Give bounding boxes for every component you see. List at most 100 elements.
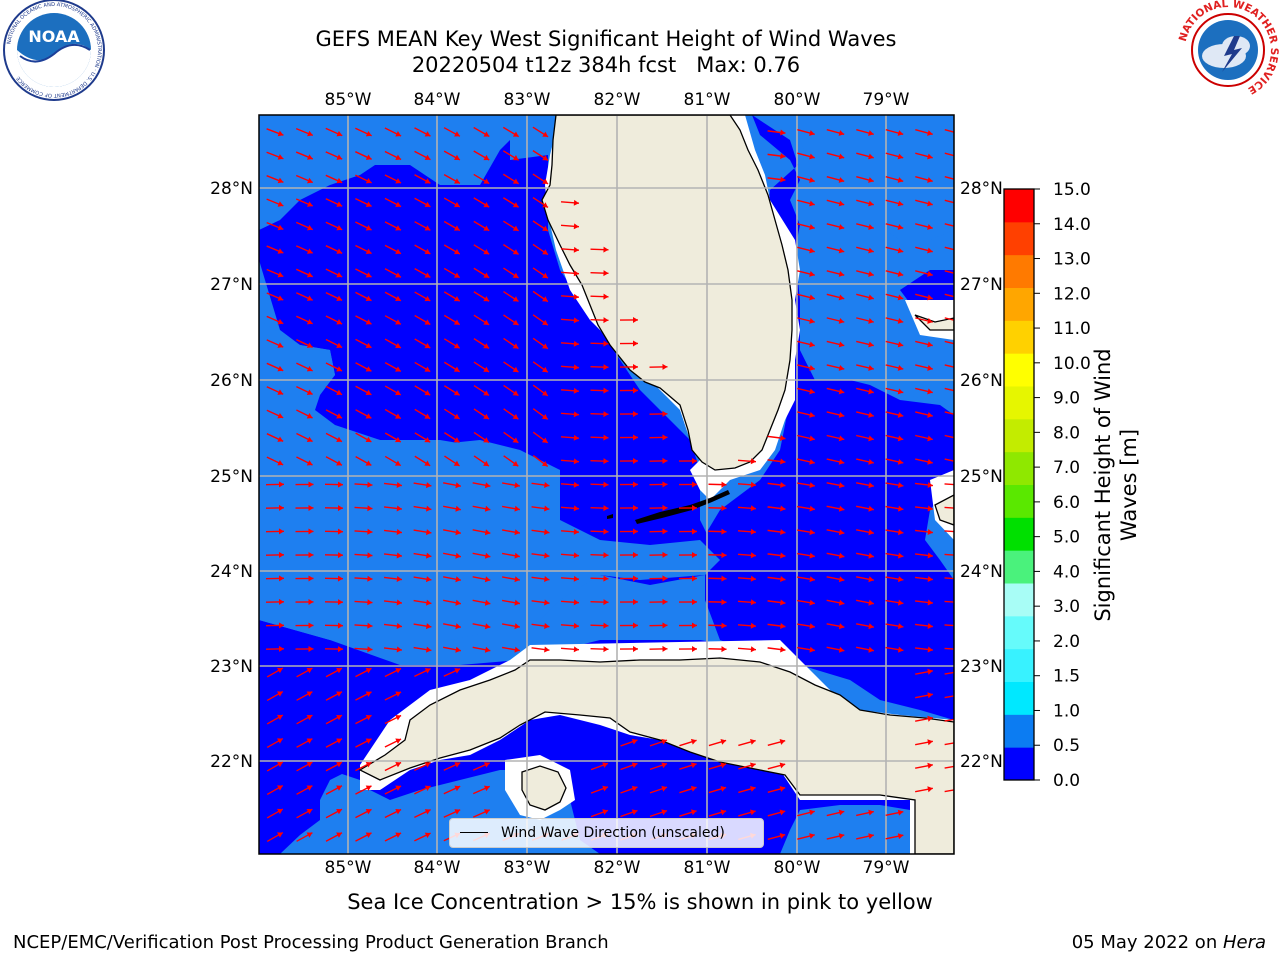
- wave-direction-arrowhead: [365, 225, 372, 231]
- wave-direction-arrowhead: [573, 458, 579, 465]
- wave-direction-arrowhead: [809, 599, 815, 606]
- wave-direction-arrowhead: [838, 458, 845, 465]
- wave-direction-arrowhead: [573, 528, 579, 535]
- wave-direction-arrowhead: [868, 271, 874, 277]
- wave-direction-arrowhead: [544, 576, 550, 582]
- wave-direction-arrowhead: [897, 224, 904, 230]
- wave-direction-arrowhead: [337, 622, 343, 629]
- wave-direction-arrowhead: [483, 272, 490, 278]
- wave-direction-arrowhead: [365, 762, 372, 768]
- wave-direction-arrowhead: [603, 411, 609, 418]
- colorbar-tick-label: 2.0: [1053, 632, 1080, 652]
- wave-direction-arrowhead: [957, 459, 963, 465]
- graticule: [259, 115, 954, 854]
- wave-direction-arrowhead: [542, 296, 548, 302]
- wave-direction-arrowhead: [336, 295, 343, 301]
- wave-direction-arrowhead: [780, 646, 786, 653]
- wave-direction-arrowhead: [306, 460, 313, 466]
- wave-direction-arrowhead: [455, 482, 461, 489]
- wave-direction-arrowhead: [278, 645, 284, 652]
- wave-direction-arrowhead: [868, 224, 874, 230]
- wave-direction-arrowhead: [394, 436, 401, 443]
- wave-direction-arrowhead: [868, 833, 874, 840]
- wave-direction-arrowhead: [396, 575, 402, 582]
- land-masses: [358, 115, 954, 854]
- wave-direction-arrowhead: [750, 646, 756, 653]
- wave-direction-arrowhead: [337, 575, 343, 582]
- wave-direction-arrowhead: [484, 599, 491, 606]
- nws-logo: NATIONAL WEATHER SERVICE: [1177, 0, 1280, 101]
- wave-direction-arrowhead: [927, 247, 933, 254]
- wave-direction-arrowhead: [838, 576, 845, 583]
- wave-direction-arrowhead: [336, 389, 343, 395]
- lat-label-right: 25°N: [960, 467, 1003, 487]
- wave-direction-arrowhead: [512, 155, 519, 161]
- wave-direction-arrowhead: [483, 343, 490, 349]
- wave-direction-arrowhead: [750, 762, 756, 769]
- wave-direction-arrowhead: [396, 481, 402, 488]
- wave-direction-arrowhead: [395, 154, 402, 160]
- noaa-logo-text: NOAA: [28, 27, 80, 46]
- wave-direction-arrowhead: [957, 552, 962, 558]
- wave-direction-arrowhead: [424, 178, 431, 184]
- wave-direction-arrowhead: [308, 575, 314, 582]
- wave-direction-arrowhead: [424, 154, 431, 161]
- wave-direction-arrowhead: [365, 715, 372, 721]
- wave-direction-arrowhead: [927, 153, 933, 160]
- bahamas-grand: [914, 314, 954, 331]
- wave-direction-arrowhead: [838, 529, 845, 536]
- wave-direction-arrowhead: [306, 761, 313, 768]
- wave-direction-arrowhead: [838, 388, 845, 395]
- wave-direction-arrowhead: [424, 389, 431, 396]
- wave-direction-arrowhead: [336, 460, 342, 466]
- wave-direction-arrowhead: [512, 249, 519, 255]
- wave-direction-arrowhead: [691, 457, 697, 464]
- wave-direction-arrowhead: [632, 457, 638, 464]
- wave-direction-arrowhead: [424, 295, 431, 302]
- lat-label-left: 23°N: [210, 657, 253, 677]
- map-legend: Wind Wave Direction (unscaled): [449, 818, 764, 848]
- wave-direction-arrowhead: [838, 177, 845, 183]
- wave-direction-arrowhead: [809, 130, 815, 136]
- wave-direction-arrowhead: [483, 785, 490, 792]
- wave-direction-arrowhead: [750, 622, 756, 629]
- wave-direction-arrowhead: [277, 154, 284, 160]
- wave-direction-arrowhead: [336, 154, 343, 160]
- bahamas-andros: [934, 494, 954, 526]
- wave-direction-arrowhead: [661, 809, 668, 816]
- wave-direction-arrowhead: [365, 272, 372, 278]
- colorbar-tick-label: 1.0: [1053, 701, 1080, 721]
- wave-direction-arrowhead: [424, 319, 431, 325]
- wave-direction-arrowhead: [927, 365, 933, 371]
- wave-direction-arrowhead: [395, 809, 402, 815]
- wave-direction-arrowhead: [897, 435, 904, 442]
- wave-direction-arrowhead: [897, 388, 904, 395]
- wave-direction-arrowhead: [721, 505, 727, 512]
- wave-direction-arrowhead: [662, 598, 668, 605]
- wave-direction-arrowhead: [721, 481, 727, 488]
- colorbar-tick-label: 11.0: [1053, 319, 1091, 339]
- wave-direction-arrowhead: [897, 809, 904, 816]
- colorbar-segment: [1004, 287, 1034, 321]
- wave-direction-arrowhead: [336, 808, 342, 815]
- wave-direction-arrowhead: [454, 809, 461, 815]
- wave-direction-arrowhead: [512, 272, 519, 278]
- wave-direction-arrowhead: [809, 153, 815, 160]
- wave-direction-arrowhead: [395, 248, 401, 255]
- wave-direction-arrowhead: [277, 365, 284, 372]
- colorbar-segment: [1004, 221, 1034, 256]
- wave-direction-arrowhead: [367, 599, 373, 606]
- wave-direction-arrowhead: [927, 786, 933, 793]
- wave-direction-arrowhead: [603, 622, 609, 629]
- wave-direction-arrowhead: [662, 504, 668, 511]
- wave-direction-arrowhead: [868, 529, 874, 536]
- wave-direction-arrowhead: [661, 785, 668, 792]
- wave-direction-arrowhead: [367, 505, 373, 512]
- wave-direction-arrowhead: [394, 413, 401, 419]
- wave-direction-arrowhead: [868, 482, 874, 489]
- wave-direction-arrowhead: [542, 343, 548, 349]
- caption: Sea Ice Concentration > 15% is shown in …: [347, 890, 933, 914]
- wave-direction-arrowhead: [306, 389, 313, 395]
- colorbar-segment: [1004, 418, 1034, 453]
